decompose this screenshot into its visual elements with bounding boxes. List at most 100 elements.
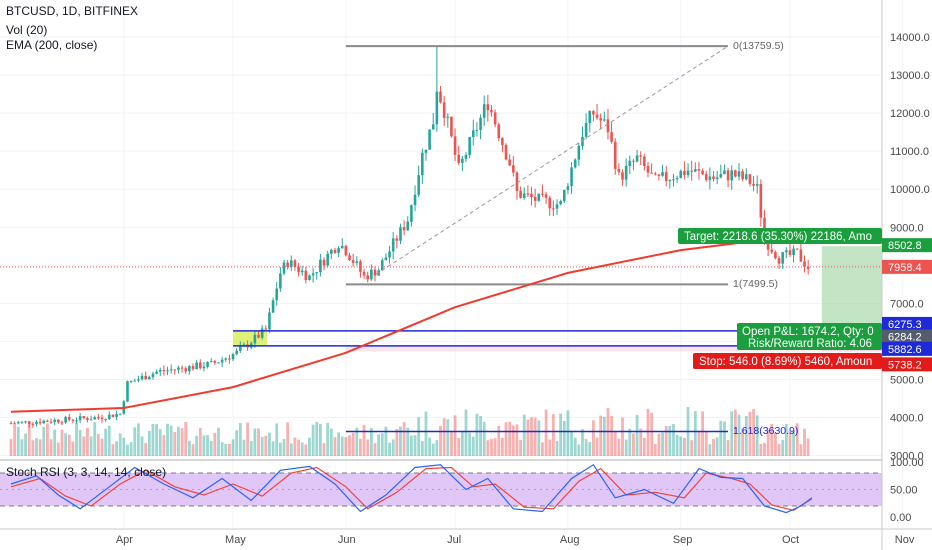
- candle-body[interactable]: [795, 248, 799, 250]
- candle-body[interactable]: [683, 170, 686, 176]
- candle-body[interactable]: [770, 249, 774, 253]
- candle-body[interactable]: [661, 172, 664, 176]
- candle-body[interactable]: [97, 417, 100, 419]
- candle-body[interactable]: [67, 416, 71, 420]
- candle-body[interactable]: [184, 368, 188, 372]
- candle-body[interactable]: [781, 252, 784, 264]
- candle-body[interactable]: [497, 124, 501, 139]
- candle-body[interactable]: [308, 275, 311, 280]
- candle-body[interactable]: [206, 362, 209, 367]
- candle-body[interactable]: [522, 193, 526, 198]
- candle-body[interactable]: [617, 168, 621, 173]
- legend-stoch-rsi[interactable]: Stoch RSI (3, 3, 14, 14, close): [6, 465, 166, 479]
- candle-body[interactable]: [730, 170, 734, 181]
- candle-body[interactable]: [504, 144, 508, 160]
- candle-body[interactable]: [38, 422, 42, 424]
- candle-body[interactable]: [788, 250, 792, 255]
- candle-body[interactable]: [64, 416, 67, 423]
- candle-body[interactable]: [803, 261, 806, 267]
- candle-body[interactable]: [806, 266, 810, 269]
- candle-body[interactable]: [508, 159, 511, 166]
- candle-body[interactable]: [268, 312, 271, 330]
- candle-body[interactable]: [737, 171, 741, 177]
- candle-body[interactable]: [515, 172, 519, 192]
- candle-body[interactable]: [555, 204, 559, 209]
- candle-body[interactable]: [166, 370, 169, 372]
- candle-body[interactable]: [177, 367, 180, 370]
- candle-body[interactable]: [297, 267, 300, 273]
- candle-body[interactable]: [180, 367, 184, 369]
- candle-body[interactable]: [220, 359, 224, 363]
- candle-body[interactable]: [734, 170, 737, 177]
- candle-body[interactable]: [100, 417, 104, 420]
- candle-body[interactable]: [686, 170, 690, 176]
- candle-body[interactable]: [344, 245, 348, 256]
- candle-body[interactable]: [471, 130, 475, 137]
- candle-body[interactable]: [792, 248, 795, 255]
- candle-body[interactable]: [213, 361, 217, 363]
- candle-body[interactable]: [570, 167, 573, 187]
- candle-body[interactable]: [428, 129, 431, 150]
- candle-body[interactable]: [643, 156, 646, 166]
- candle-body[interactable]: [424, 149, 428, 153]
- candle-body[interactable]: [235, 350, 238, 355]
- candle-body[interactable]: [151, 373, 155, 378]
- candle-body[interactable]: [610, 132, 613, 142]
- candle-body[interactable]: [319, 259, 322, 273]
- candle-body[interactable]: [188, 366, 191, 372]
- candle-body[interactable]: [537, 193, 541, 201]
- candle-body[interactable]: [384, 257, 388, 261]
- candle-body[interactable]: [719, 174, 723, 178]
- candle-body[interactable]: [701, 170, 704, 175]
- candle-body[interactable]: [42, 420, 46, 424]
- candle-body[interactable]: [533, 196, 537, 201]
- candle-body[interactable]: [111, 414, 115, 417]
- candle-body[interactable]: [595, 114, 599, 119]
- candle-body[interactable]: [209, 361, 213, 363]
- candle-body[interactable]: [395, 238, 399, 241]
- candle-body[interactable]: [712, 176, 715, 180]
- candle-body[interactable]: [388, 251, 391, 258]
- candle-body[interactable]: [766, 239, 770, 250]
- candle-body[interactable]: [86, 418, 89, 420]
- candle-body[interactable]: [140, 375, 144, 380]
- candle-body[interactable]: [195, 362, 198, 370]
- candle-body[interactable]: [366, 275, 370, 280]
- candle-body[interactable]: [155, 371, 158, 374]
- target-box[interactable]: Target: 2218.6 (35.30%) 22186, Amo: [678, 228, 882, 244]
- candle-body[interactable]: [148, 377, 151, 380]
- candle-body[interactable]: [548, 197, 552, 209]
- legend-ema[interactable]: EMA (200, close): [6, 38, 97, 52]
- candle-body[interactable]: [115, 414, 118, 417]
- candle-body[interactable]: [402, 227, 406, 231]
- candle-body[interactable]: [694, 169, 697, 172]
- candle-body[interactable]: [300, 270, 304, 273]
- candle-body[interactable]: [512, 165, 515, 173]
- candle-body[interactable]: [744, 174, 748, 180]
- candle-body[interactable]: [126, 381, 129, 402]
- candle-body[interactable]: [785, 250, 788, 253]
- candle-body[interactable]: [461, 158, 464, 163]
- candle-body[interactable]: [20, 421, 24, 423]
- candle-body[interactable]: [450, 116, 453, 137]
- candle-body[interactable]: [559, 201, 562, 205]
- candle-body[interactable]: [482, 104, 486, 118]
- candle-body[interactable]: [231, 354, 235, 360]
- candle-body[interactable]: [406, 221, 410, 231]
- candle-body[interactable]: [464, 154, 468, 159]
- legend-volume[interactable]: Vol (20): [6, 23, 47, 37]
- candle-body[interactable]: [672, 179, 675, 181]
- candle-body[interactable]: [337, 248, 340, 253]
- candle-body[interactable]: [13, 423, 16, 425]
- candle-body[interactable]: [137, 379, 140, 381]
- candle-body[interactable]: [370, 269, 373, 280]
- candle-body[interactable]: [391, 238, 395, 252]
- candle-body[interactable]: [380, 260, 384, 271]
- candle-body[interactable]: [759, 183, 763, 218]
- candle-body[interactable]: [573, 159, 577, 168]
- candle-body[interactable]: [118, 413, 122, 415]
- candle-body[interactable]: [16, 422, 20, 424]
- candle-body[interactable]: [158, 370, 162, 372]
- candle-body[interactable]: [755, 183, 759, 186]
- candle-body[interactable]: [777, 258, 781, 264]
